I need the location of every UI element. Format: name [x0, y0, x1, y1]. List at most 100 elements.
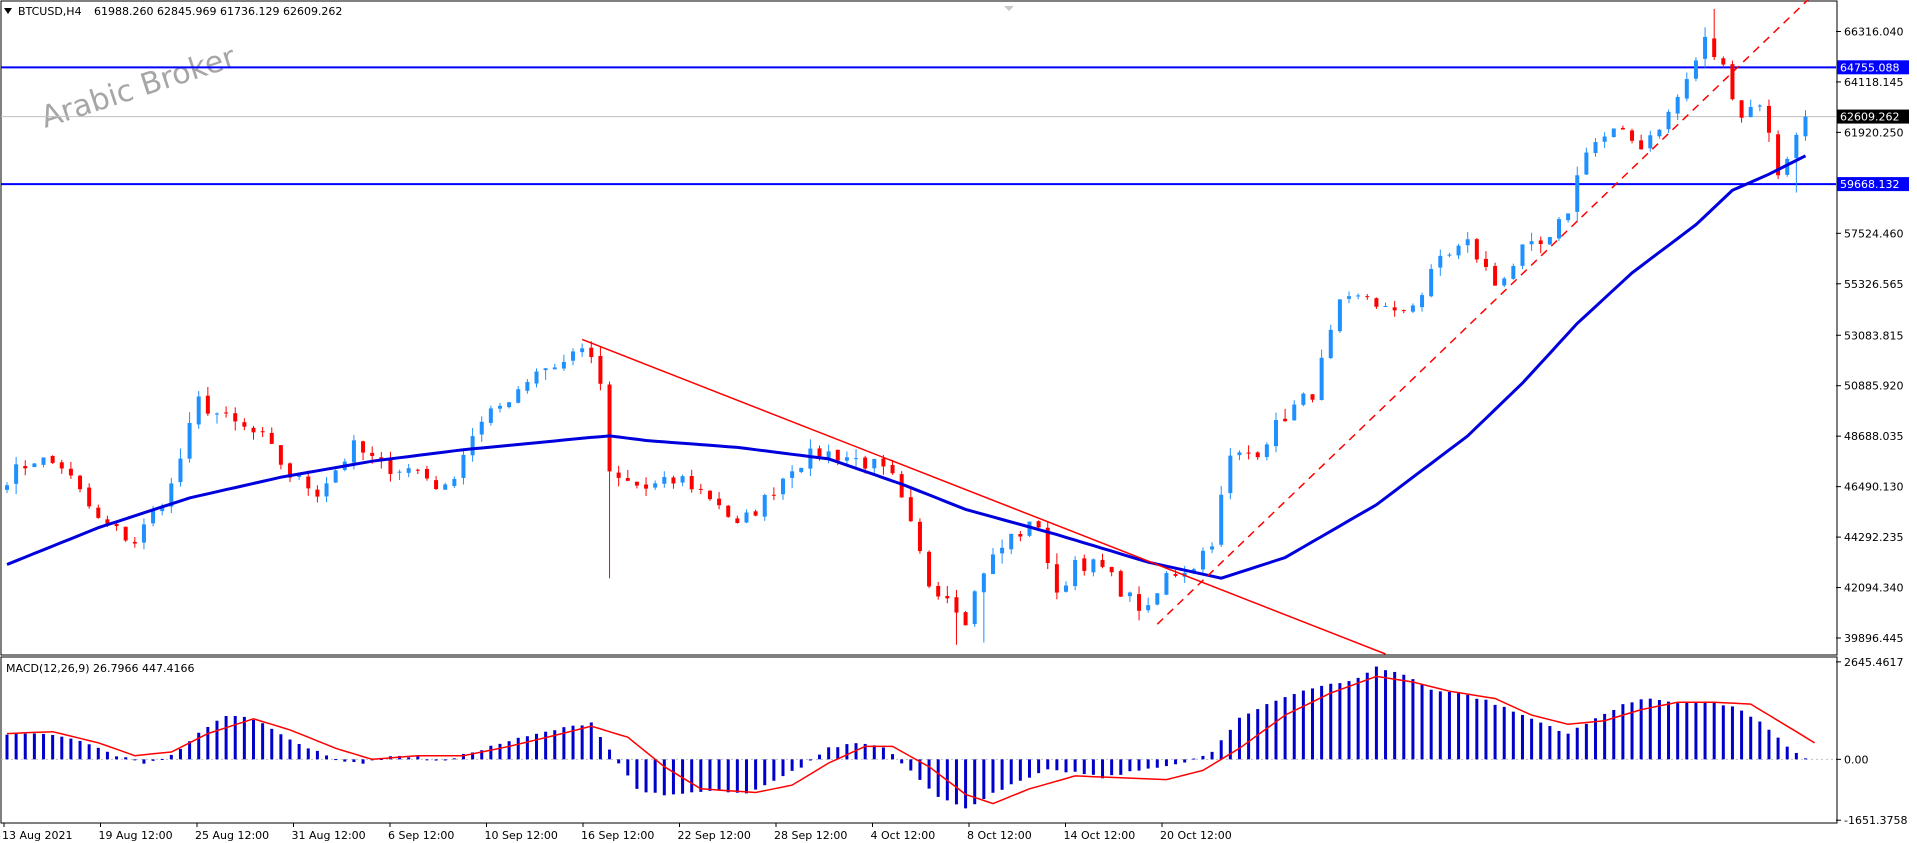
candle-body [753, 511, 758, 516]
macd-histogram-bar [1055, 759, 1059, 771]
candle-body [415, 469, 420, 471]
candle-body [780, 478, 785, 495]
candle-body [452, 479, 457, 486]
bullish-candle [1301, 392, 1306, 407]
candle-body [1246, 452, 1251, 454]
candle-body [1027, 521, 1032, 536]
ohlc-header: 61988.260 62845.969 61736.129 62609.262 [94, 5, 342, 18]
candle-body [1766, 105, 1771, 133]
bearish-candle [1538, 236, 1543, 254]
bullish-candle [1210, 542, 1215, 554]
bearish-candle [78, 474, 83, 493]
macd-histogram-bar [78, 740, 82, 760]
bearish-candle [1054, 553, 1059, 600]
bullish-candle [1009, 533, 1014, 555]
macd-histogram-bar [443, 759, 447, 761]
candle-body [1301, 393, 1306, 405]
candle-body [1675, 96, 1680, 114]
macd-histogram-bar [261, 723, 265, 760]
candle-body [1127, 592, 1132, 597]
candle-body [1292, 404, 1297, 421]
bearish-candle [59, 459, 64, 474]
macd-histogram-bar [315, 750, 319, 760]
bearish-candle [908, 489, 913, 523]
bullish-candle [534, 368, 539, 388]
macd-histogram-bar [799, 759, 803, 768]
macd-histogram-bar [1493, 704, 1497, 760]
current-price-tag-bg [1837, 109, 1909, 124]
macd-histogram-bar [1037, 759, 1041, 774]
bullish-candle [1803, 110, 1808, 141]
candle-body [1712, 38, 1717, 58]
bullish-candle [1292, 400, 1297, 421]
bearish-candle [1721, 56, 1726, 68]
time-tick-label: 8 Oct 12:00 [967, 829, 1032, 842]
macd-histogram-bar [1384, 670, 1388, 760]
bearish-candle [1401, 309, 1406, 314]
bullish-candle [972, 590, 977, 627]
level-price-tag-text: 59668.132 [1840, 178, 1900, 191]
macd-pane-frame [0, 656, 1838, 824]
macd-histogram-bar [32, 733, 36, 760]
candle-body [1493, 266, 1498, 286]
candle-body [1465, 239, 1470, 246]
bearish-candle [726, 504, 731, 518]
candle-body [306, 476, 311, 489]
candle-body [1009, 533, 1014, 550]
bullish-candle [780, 477, 785, 500]
candle-body [1684, 79, 1689, 99]
candle-body [1556, 219, 1561, 239]
macd-histogram-bar [1712, 702, 1716, 760]
macd-histogram-bar [580, 725, 584, 760]
macd-histogram-bar [690, 759, 694, 793]
bullish-candle [1429, 264, 1434, 298]
bearish-candle [707, 490, 712, 501]
bullish-candle [744, 509, 749, 524]
bearish-candle [625, 469, 630, 482]
bearish-candle [1483, 251, 1488, 271]
macd-histogram-bar [23, 733, 27, 760]
candle-body [397, 471, 402, 473]
macd-histogram-bar [1183, 759, 1187, 763]
candle-body [78, 475, 83, 490]
macd-histogram-bar [1210, 751, 1214, 760]
time-tick-label: 16 Sep 12:00 [581, 829, 654, 842]
current-price-tag-text: 62609.262 [1840, 111, 1900, 124]
candle-body [288, 463, 293, 478]
macd-histogram-bar [1137, 759, 1141, 771]
candle-body [59, 462, 64, 469]
menu-triangle-icon[interactable] [4, 8, 12, 14]
candle-body [1118, 571, 1123, 597]
macd-histogram-bar [1219, 740, 1223, 760]
macd-histogram-bar [1594, 718, 1598, 760]
macd-histogram-bar [51, 734, 55, 760]
macd-histogram-bar [1730, 706, 1734, 760]
bullish-candle [1593, 138, 1598, 157]
bullish-candle [1420, 292, 1425, 312]
macd-histogram-bar [279, 734, 283, 760]
bullish-candle [461, 450, 466, 485]
time-tick-label: 22 Sep 12:00 [678, 829, 751, 842]
bullish-candle [571, 348, 576, 366]
macd-histogram-bar [681, 759, 685, 794]
macd-histogram-bar [525, 736, 529, 760]
macd-histogram-bar [1667, 701, 1671, 760]
price-tick-label: 50885.920 [1844, 380, 1904, 393]
candle-body [917, 521, 922, 552]
candle-body [434, 480, 439, 490]
macd-histogram-bar [507, 741, 511, 760]
bearish-candle [1639, 134, 1644, 150]
macd-histogram-bar [754, 759, 758, 790]
candle-body [1447, 254, 1452, 256]
price-tick-label: 44292.235 [1844, 531, 1904, 544]
bullish-candle [680, 474, 685, 487]
macd-histogram-bar [105, 751, 109, 760]
candle-body [1739, 100, 1744, 118]
candle-body [1155, 593, 1160, 605]
symbol-header: BTCUSD,H4 [18, 5, 82, 18]
bearish-candle [717, 491, 722, 510]
bullish-candle [1648, 130, 1653, 152]
candle-body [607, 384, 612, 472]
macd-histogram-bar [1347, 681, 1351, 760]
